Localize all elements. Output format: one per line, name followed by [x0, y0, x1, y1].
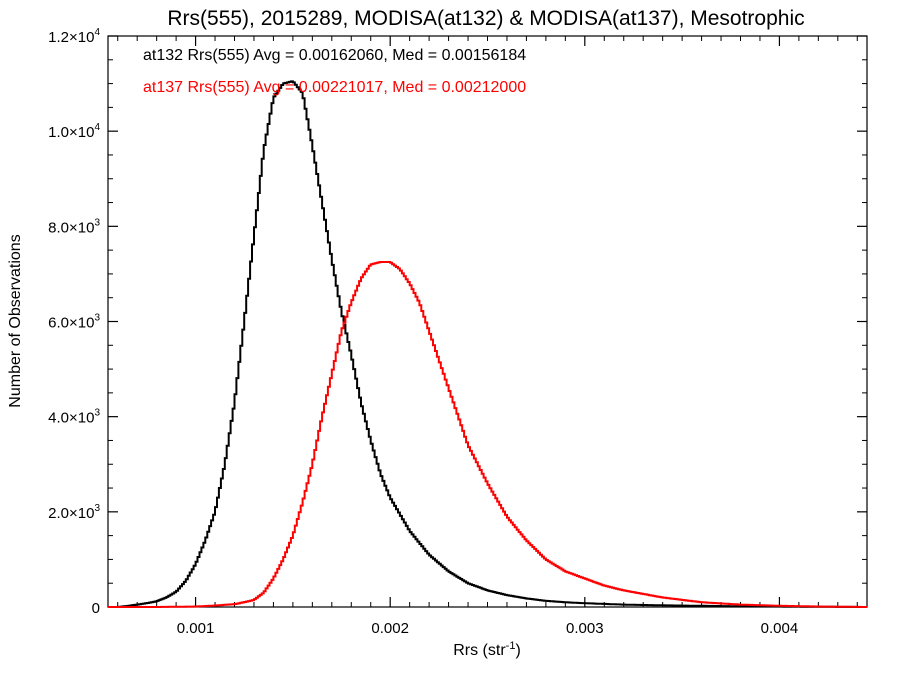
y-tick-mantissa: 0	[92, 600, 100, 617]
series-line-at137	[108, 261, 867, 608]
x-axis-label-suffix: )	[515, 642, 520, 659]
y-tick-mantissa: 2.0×10	[48, 505, 94, 522]
x-tick-label: 0.004	[761, 620, 799, 637]
y-tick-exponent: 3	[94, 313, 100, 324]
y-tick-label: 2.0×103	[48, 503, 100, 522]
y-tick-label: 6.0×103	[48, 313, 100, 332]
series-annotation-at137: at137 Rrs(555) Avg = 0.00221017, Med = 0…	[143, 79, 526, 96]
y-tick-mantissa: 4.0×10	[48, 410, 94, 427]
y-tick-label: 8.0×103	[48, 217, 100, 236]
y-tick-label: 4.0×103	[48, 408, 100, 427]
x-axis-ticks: 0.001 0.002 0.003 0.004	[117, 36, 858, 637]
x-axis-label-text: Rrs (str	[453, 642, 506, 659]
y-tick-label: 1.0×104	[48, 122, 100, 141]
y-axis-ticks: 02.0×1034.0×1036.0×1038.0×1031.0×1041.2×…	[48, 27, 867, 617]
y-axis-label: Number of Observations	[7, 234, 24, 407]
plot-frame	[107, 35, 868, 608]
y-tick-mantissa: 6.0×10	[48, 315, 94, 332]
x-tick-label: 0.003	[566, 620, 604, 637]
series-layer	[108, 80, 867, 608]
y-tick-exponent: 3	[94, 217, 100, 228]
y-tick-mantissa: 8.0×10	[48, 219, 94, 236]
y-tick-exponent: 3	[94, 408, 100, 419]
series-line-at132	[108, 80, 867, 608]
y-tick-mantissa: 1.2×10	[48, 29, 94, 46]
y-tick-exponent: 3	[94, 503, 100, 514]
series-annotation-at132: at132 Rrs(555) Avg = 0.00162060, Med = 0…	[143, 47, 526, 64]
y-tick-exponent: 4	[94, 27, 100, 38]
x-tick-label: 0.001	[177, 620, 215, 637]
y-tick-label: 0	[92, 600, 100, 617]
y-tick-exponent: 4	[94, 122, 100, 133]
x-tick-label: 0.002	[371, 620, 409, 637]
x-axis-label: Rrs (str-1)	[453, 640, 521, 659]
y-tick-label: 1.2×104	[48, 27, 100, 46]
y-tick-mantissa: 1.0×10	[48, 124, 94, 141]
x-axis-label-sup: -1	[506, 640, 516, 652]
chart-title: Rrs(555), 2015289, MODISA(at132) & MODIS…	[167, 7, 804, 30]
